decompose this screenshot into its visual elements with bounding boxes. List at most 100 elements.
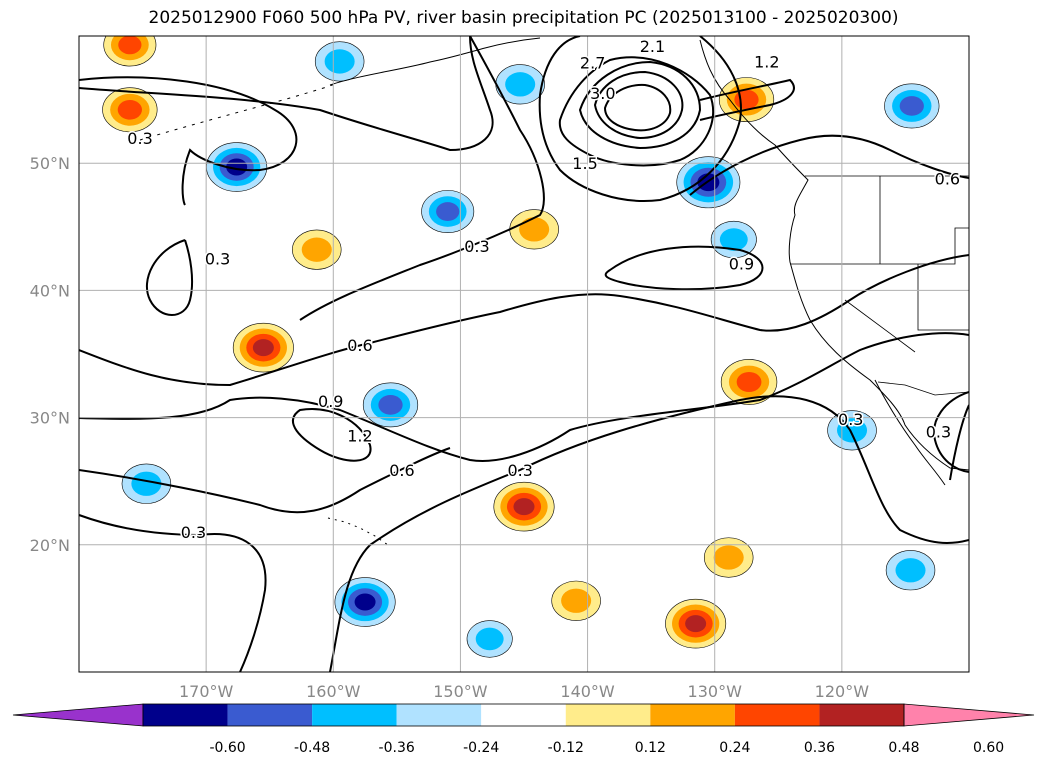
colorbar-tick-label: -0.60 xyxy=(209,740,245,756)
precip-blob xyxy=(493,481,555,532)
contour-label: 2.7 xyxy=(580,54,605,73)
contour-label: 1.2 xyxy=(754,52,779,71)
precip-blob xyxy=(718,77,775,123)
lon-tick-label: 160°W xyxy=(306,682,361,701)
colorbar-outline xyxy=(142,703,905,727)
contour-label: 1.2 xyxy=(347,426,372,445)
pv-contour-1.2 xyxy=(291,408,372,462)
precip-blob xyxy=(314,41,365,82)
precip-blob xyxy=(292,229,342,270)
contour-label: 0.9 xyxy=(318,392,343,411)
alaska-coast xyxy=(329,37,541,86)
precip-blob xyxy=(421,190,475,234)
precip-band xyxy=(899,96,924,116)
lat-tick-label: 30°N xyxy=(30,409,70,428)
contour-label: 2.1 xyxy=(640,37,665,56)
pv-contour-0.3-mid xyxy=(79,36,545,321)
contour-label: 0.3 xyxy=(838,410,863,429)
pv-contour-0.3-loop xyxy=(145,239,194,316)
map-frame xyxy=(78,35,970,673)
precip-band xyxy=(436,202,460,221)
contour-label: 0.9 xyxy=(729,255,754,274)
colorbar-tick-label: 0.12 xyxy=(635,740,666,756)
gridlines xyxy=(79,36,969,672)
colorbar-tick-label: 0.48 xyxy=(888,740,919,756)
hawaii-islands xyxy=(327,517,389,546)
precip-band xyxy=(561,588,592,613)
precip-blob xyxy=(466,620,513,658)
precip-band xyxy=(713,545,744,570)
longitude-labels: 170°W 160°W 150°W 140°W 130°W 120°W xyxy=(179,682,869,701)
precip-band xyxy=(719,228,748,251)
contour-label: 0.3 xyxy=(926,423,951,442)
precip-blob xyxy=(885,550,936,591)
pv-contour-se-coast xyxy=(689,134,969,196)
pv-contour-0.6-south xyxy=(79,447,451,514)
colorbar-segment xyxy=(312,704,397,726)
precip-blob xyxy=(206,142,268,192)
precip-blob xyxy=(103,36,157,67)
colorbar-segment xyxy=(650,704,735,726)
pv-contour-2.7 xyxy=(593,70,684,140)
precip-band xyxy=(475,627,504,651)
precip-blob xyxy=(884,83,940,129)
precip-blob xyxy=(232,322,294,373)
colorbar-segment xyxy=(227,704,313,726)
colorbar-segment xyxy=(819,704,904,726)
precip-band xyxy=(252,339,274,357)
lon-tick-label: 150°W xyxy=(433,682,488,701)
precip-blob xyxy=(720,359,778,405)
map-title: 2025012900 F060 500 hPa PV, river basin … xyxy=(148,8,899,28)
colorbar-tick-label: 0.60 xyxy=(973,740,1004,756)
pv-contour-outer-ring xyxy=(538,36,795,202)
colorbar-segment xyxy=(565,704,651,726)
colorbar-labels: -0.60 -0.48 -0.36 -0.24 -0.12 0.12 0.24 0.36 0.4… xyxy=(209,740,1004,756)
pv-contour-0.3-north xyxy=(79,76,298,206)
lon-tick-label: 130°W xyxy=(688,682,743,701)
precip-band xyxy=(685,615,707,633)
pv-contour-low-west xyxy=(949,404,969,481)
precip-shading xyxy=(102,36,940,658)
colorbar-extend-max xyxy=(903,703,1035,727)
north-america-coast xyxy=(699,39,969,471)
precip-band xyxy=(301,237,332,262)
precip-band xyxy=(354,593,376,611)
precip-band xyxy=(513,498,535,516)
colorbar-segment xyxy=(734,704,820,726)
colorbar-tick-label: 0.36 xyxy=(804,740,835,756)
precip-blob xyxy=(334,577,396,627)
precip-blob xyxy=(665,598,727,649)
colorbar-tick-label: -0.48 xyxy=(294,740,330,756)
contour-label: 0.6 xyxy=(389,461,414,480)
colorbar-segment xyxy=(481,704,566,726)
contour-label: 0.3 xyxy=(464,237,489,256)
precip-band xyxy=(734,89,759,110)
colorbar-extend-min xyxy=(12,703,144,727)
lat-tick-label: 20°N xyxy=(30,536,70,555)
pv-contour-far-east xyxy=(933,391,969,473)
contour-label: 0.3 xyxy=(181,523,206,542)
contour-label: 0.6 xyxy=(347,336,372,355)
precip-blob xyxy=(703,537,754,578)
pv-contour-3.0 xyxy=(603,83,672,132)
colorbar-segment xyxy=(396,704,482,726)
colorbar-segment xyxy=(143,704,228,726)
lon-tick-label: 170°W xyxy=(179,682,234,701)
colorbar-tick-label: 0.24 xyxy=(719,740,750,756)
colorbar xyxy=(12,703,1035,727)
contour-label: 1.5 xyxy=(572,154,597,173)
precip-band xyxy=(378,395,403,415)
state-lines xyxy=(790,176,969,353)
contour-label: 3.0 xyxy=(590,84,615,103)
contour-labels: 0.30.30.30.60.91.20.6 0.30.31.53.02.72.11… xyxy=(126,36,962,544)
contour-label: 0.6 xyxy=(935,169,960,188)
precip-blob xyxy=(362,382,419,428)
lon-tick-label: 140°W xyxy=(560,682,615,701)
precip-blob xyxy=(102,87,158,133)
pv-contours xyxy=(79,36,969,672)
precip-band xyxy=(131,471,162,496)
lat-tick-label: 40°N xyxy=(30,281,70,300)
precip-band xyxy=(736,371,762,393)
contour-label: 0.3 xyxy=(127,129,152,148)
